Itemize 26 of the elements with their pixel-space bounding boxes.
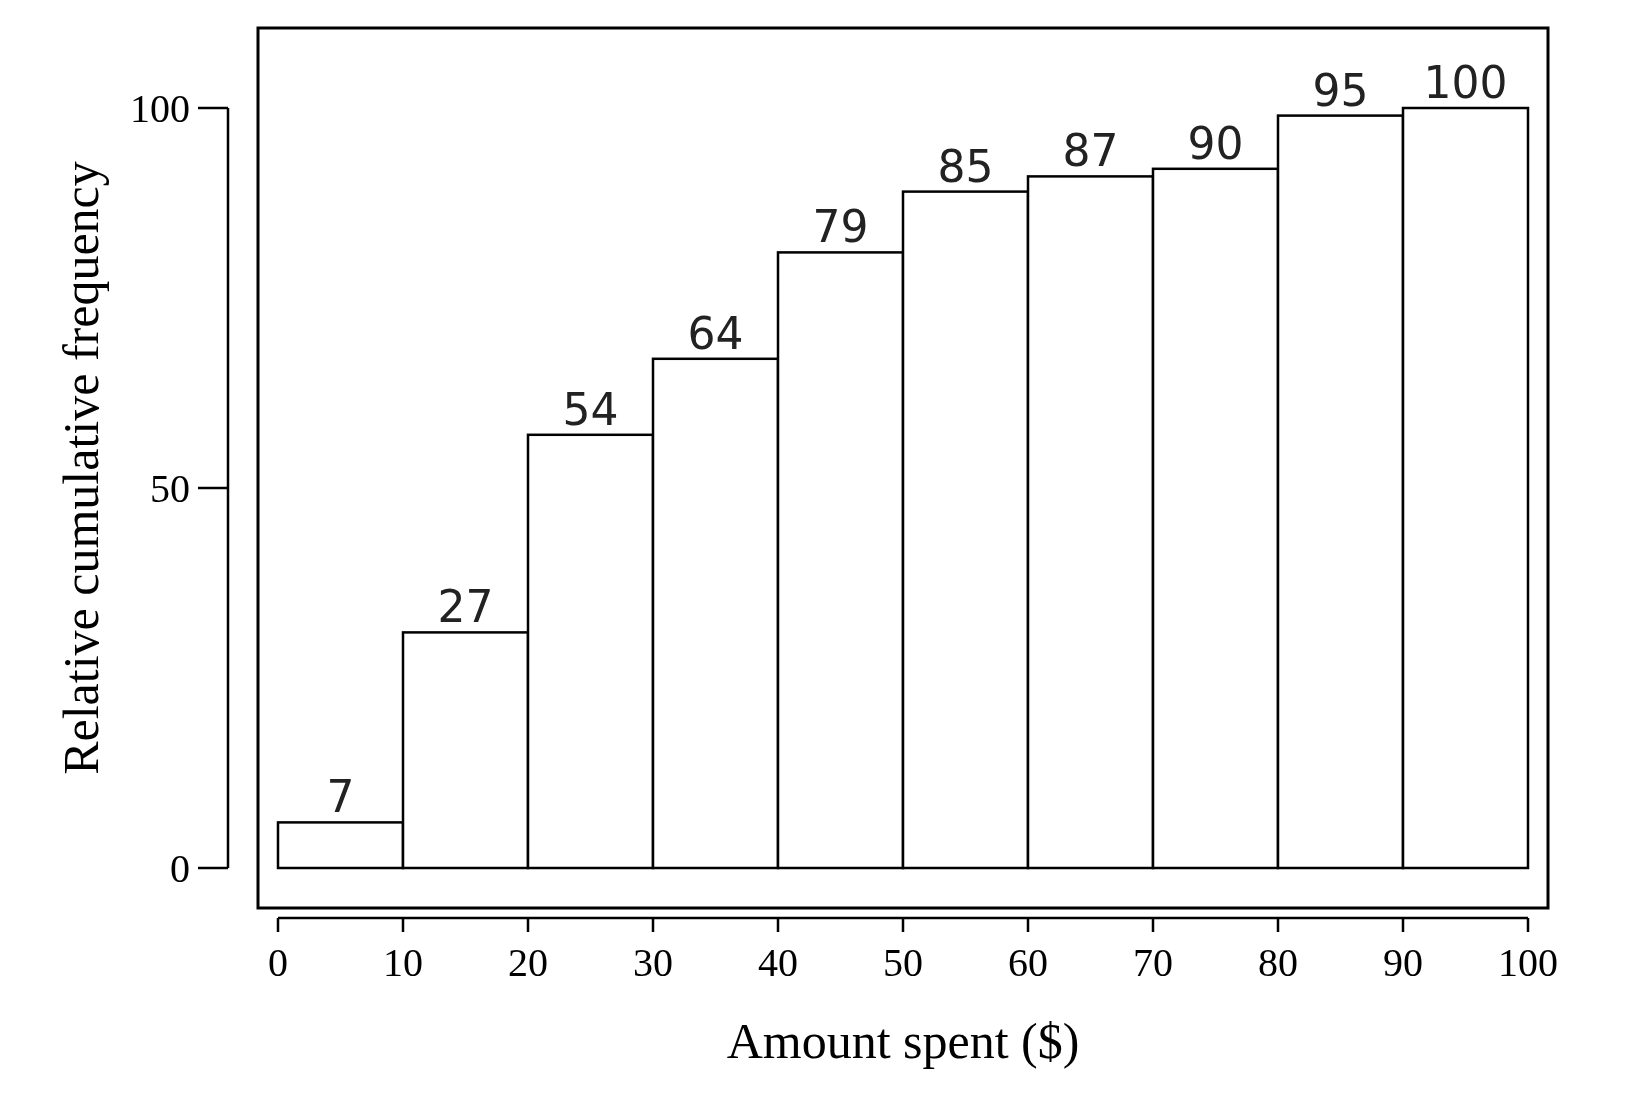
annotation: 7 xyxy=(326,771,355,823)
x-tick-label: 30 xyxy=(633,940,673,985)
x-tick-label: 50 xyxy=(883,940,923,985)
x-tick-label: 100 xyxy=(1498,940,1558,985)
y-axis-title: Relative cumulative frequency xyxy=(53,161,109,775)
x-tick-label: 0 xyxy=(268,940,288,985)
x-tick-label: 90 xyxy=(1383,940,1423,985)
annotation: 95 xyxy=(1312,64,1369,116)
annotation: 64 xyxy=(687,307,744,359)
annotation: 90 xyxy=(1187,117,1244,169)
x-tick-label: 70 xyxy=(1133,940,1173,985)
annotation: 54 xyxy=(562,383,619,435)
annotation: 100 xyxy=(1423,57,1508,108)
x-tick-label: 60 xyxy=(1008,940,1048,985)
annotation: 85 xyxy=(937,140,994,192)
x-tick-label: 10 xyxy=(383,940,423,985)
x-tick-label: 40 xyxy=(758,940,798,985)
x-axis-title: Amount spent ($) xyxy=(726,1013,1080,1069)
annotation: 79 xyxy=(812,201,869,253)
x-tick-label: 20 xyxy=(508,940,548,985)
x-tick-label: 80 xyxy=(1258,940,1298,985)
annotation: 27 xyxy=(437,581,494,633)
y-tick-label: 0 xyxy=(170,846,190,891)
annotation: 87 xyxy=(1062,125,1119,177)
y-tick-label: 100 xyxy=(130,86,190,131)
y-tick-label: 50 xyxy=(150,466,190,511)
